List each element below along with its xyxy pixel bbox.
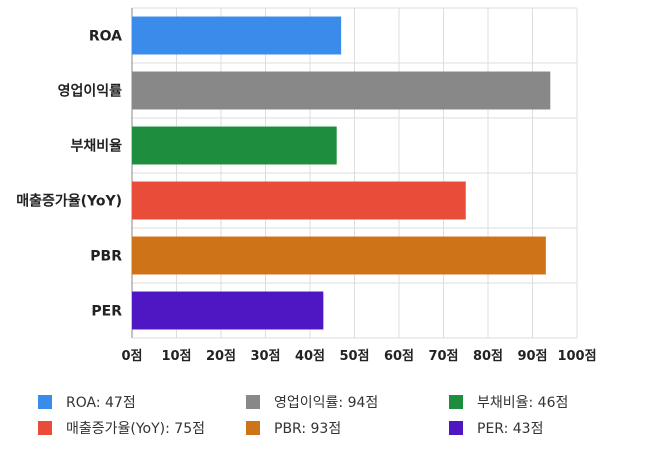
legend-label: ROA: 47점 (66, 395, 136, 411)
legend-swatch (449, 421, 463, 435)
category-label: PBR (90, 249, 122, 265)
legend-item-revenue-growth: 매출증가율(YoY): 75점 (38, 418, 205, 438)
bar (132, 126, 337, 165)
x-tick-label: 0점 (121, 349, 142, 364)
x-tick-label: 90점 (517, 349, 547, 364)
legend-item-debt-ratio: 부채비율: 46점 (449, 392, 568, 412)
bar-chart: 0점 10점 20점 30점 40점 50점 60점 70점 80점 90점 100점 ROA 영업이익… (16, 7, 597, 365)
bar (132, 181, 466, 220)
category-label: 부채비율 (70, 138, 122, 155)
grid-layer (131, 7, 578, 339)
bar (132, 236, 546, 275)
category-label: 영업이익률 (58, 83, 123, 100)
x-tick-label: 30점 (250, 349, 280, 364)
category-label: 매출증가율(YoY) (16, 193, 122, 210)
category-label: PER (91, 304, 122, 320)
bar (132, 291, 324, 330)
bar (132, 16, 342, 55)
x-tick-label: 100점 (557, 349, 596, 364)
category-label: ROA (89, 29, 122, 45)
x-tick-label: 10점 (161, 349, 191, 364)
x-tick-label: 50점 (339, 349, 369, 364)
legend-swatch (449, 395, 463, 409)
labels-layer: 0점 10점 20점 30점 40점 50점 60점 70점 80점 90점 100점 ROA 영업이익… (16, 29, 596, 365)
legend-swatch (246, 421, 260, 435)
legend-label: 영업이익률: 94점 (274, 395, 379, 411)
x-tick-label: 70점 (428, 349, 458, 364)
legend: ROA: 47점 영업이익률: 94점 부채비율: 46점 매출증가율(YoY)… (38, 388, 638, 440)
x-tick-label: 40점 (295, 349, 325, 364)
legend-swatch (38, 395, 52, 409)
legend-label: 부채비율: 46점 (477, 395, 569, 411)
x-tick-label: 20점 (206, 349, 236, 364)
legend-item-per: PER: 43점 (449, 418, 543, 438)
legend-label: PER: 43점 (477, 421, 544, 437)
x-tick-label: 60점 (384, 349, 414, 364)
legend-swatch (246, 395, 260, 409)
legend-swatch (38, 421, 52, 435)
bars-layer (132, 16, 551, 330)
x-tick-label: 80점 (473, 349, 503, 364)
bar (132, 71, 551, 110)
legend-item-operating-margin: 영업이익률: 94점 (246, 392, 378, 412)
legend-item-roa: ROA: 47점 (38, 392, 136, 412)
legend-item-pbr: PBR: 93점 (246, 418, 341, 438)
legend-label: 매출증가율(YoY): 75점 (66, 421, 205, 437)
legend-label: PBR: 93점 (274, 421, 342, 437)
